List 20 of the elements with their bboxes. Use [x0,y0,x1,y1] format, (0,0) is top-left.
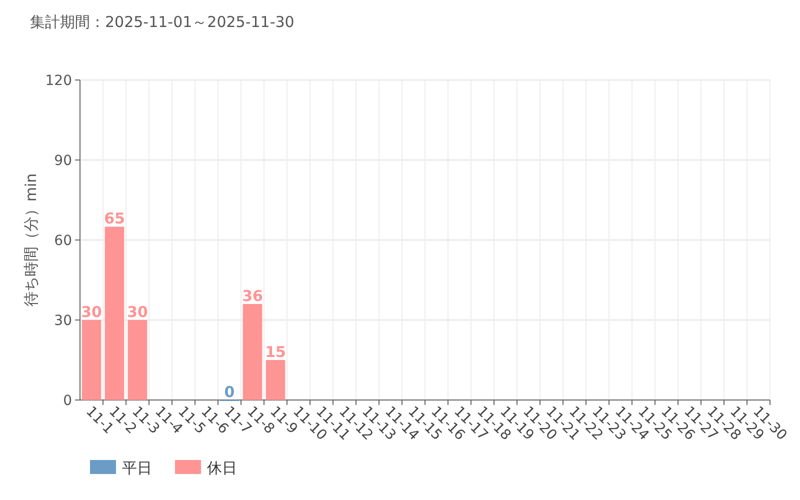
legend-label: 平日 [122,459,152,477]
data-label: 30 [127,303,148,321]
data-label: 30 [81,303,102,321]
y-tick-label: 90 [54,153,72,169]
data-label: 36 [242,287,263,305]
legend-label: 休日 [207,459,237,477]
y-axis-title: 待ち時間（分）min [22,173,40,307]
chart-title: 集計期間：2025-11-01～2025-11-30 [30,13,294,31]
y-tick-label: 60 [54,233,72,249]
bar [82,320,102,400]
data-label: 65 [104,210,125,228]
y-tick-label: 0 [63,393,72,409]
data-label: 0 [224,383,235,401]
bar [104,226,124,400]
data-label: 15 [265,343,286,361]
bar [266,360,286,400]
bar [242,304,262,400]
y-tick-label: 120 [45,73,72,89]
bar [128,320,148,400]
y-tick-label: 30 [54,313,72,329]
